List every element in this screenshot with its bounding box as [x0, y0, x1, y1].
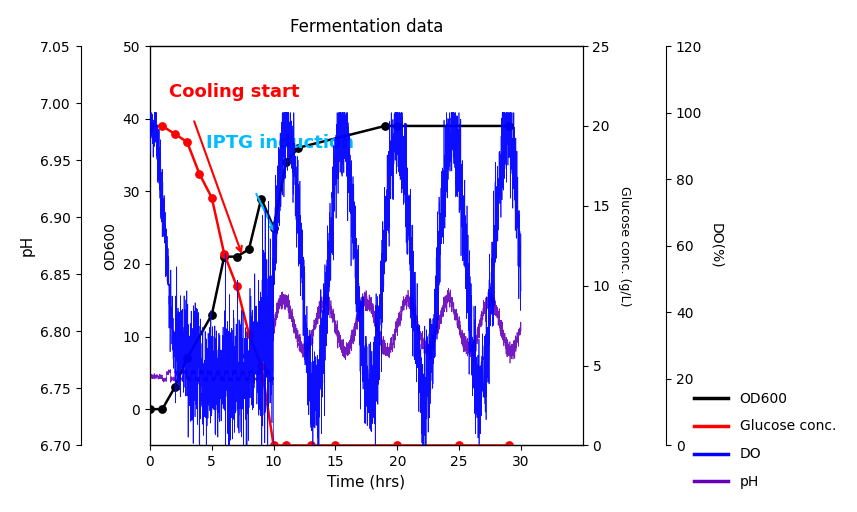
Y-axis label: pH: pH	[20, 235, 34, 257]
Point	[378, 122, 392, 130]
Point	[205, 311, 219, 319]
Point	[180, 354, 194, 362]
Point	[267, 224, 280, 232]
Point	[291, 144, 305, 152]
Point	[452, 441, 466, 450]
Point	[391, 441, 405, 450]
Legend: OD600, Glucose conc., DO, pH: OD600, Glucose conc., DO, pH	[688, 386, 842, 495]
Point	[205, 194, 219, 202]
Title: Fermentation data: Fermentation data	[290, 18, 443, 36]
Point	[501, 441, 515, 450]
Point	[218, 250, 231, 258]
Point	[501, 122, 515, 130]
Point	[143, 122, 157, 130]
Point	[255, 195, 268, 203]
Point	[193, 170, 207, 178]
Point	[155, 122, 169, 130]
Point	[279, 441, 293, 450]
Point	[255, 361, 268, 370]
Point	[242, 245, 255, 253]
Point	[155, 405, 169, 413]
X-axis label: Time (hrs): Time (hrs)	[327, 475, 405, 489]
Text: Cooling start: Cooling start	[169, 83, 299, 101]
Point	[391, 122, 405, 130]
Y-axis label: DO(%): DO(%)	[709, 223, 723, 269]
Point	[168, 383, 182, 392]
Point	[279, 158, 293, 166]
Point	[230, 252, 243, 261]
Point	[218, 252, 231, 261]
Point	[267, 441, 280, 450]
Y-axis label: Glucose conc. (g/L): Glucose conc. (g/L)	[618, 185, 631, 306]
Y-axis label: OD600: OD600	[103, 222, 117, 270]
Point	[168, 130, 182, 138]
Point	[143, 405, 157, 413]
Point	[328, 441, 342, 450]
Point	[230, 282, 243, 290]
Text: IPTG induction: IPTG induction	[206, 134, 354, 152]
Point	[180, 138, 194, 146]
Point	[242, 330, 255, 338]
Point	[304, 441, 318, 450]
